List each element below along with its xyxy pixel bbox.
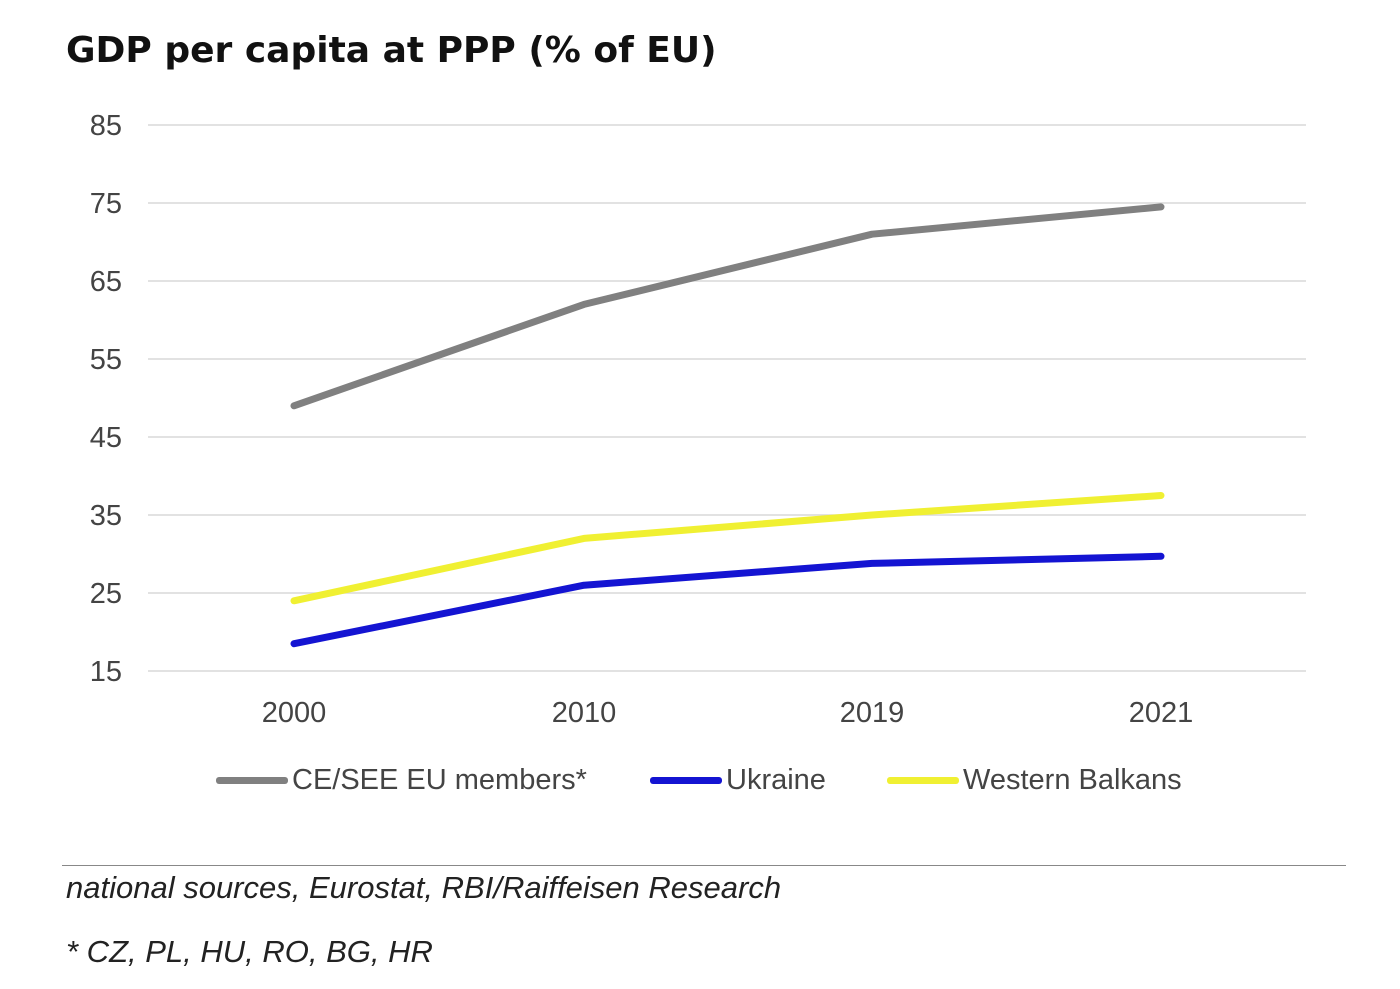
- y-axis-tick-labels: 85 75 65 55 45 35 25 15: [90, 110, 122, 688]
- y-tick-label: 35: [90, 500, 122, 532]
- footnote: * CZ, PL, HU, RO, BG, HR: [66, 934, 433, 969]
- legend-item-western-balkans: Western Balkans: [887, 760, 1182, 800]
- legend-label-western-balkans: Western Balkans: [963, 763, 1182, 796]
- line-chart: 85 75 65 55 45 35 25 15 2000 2010 2019 2021: [90, 110, 1306, 729]
- y-tick-label: 65: [90, 266, 122, 298]
- x-tick-label: 2019: [840, 697, 905, 729]
- footer-divider: [62, 865, 1346, 866]
- legend-item-ukraine: Ukraine: [650, 760, 826, 800]
- legend: CE/SEE EU members* Ukraine Western Balka…: [0, 760, 1400, 800]
- series-line-ukraine: [290, 552, 1165, 648]
- legend-label-ukraine: Ukraine: [726, 763, 826, 796]
- legend-label-ce-see: CE/SEE EU members*: [292, 763, 587, 796]
- y-tick-label: 45: [90, 422, 122, 454]
- x-axis-tick-labels: 2000 2010 2019 2021: [262, 697, 1194, 729]
- series-lines: [290, 203, 1165, 648]
- legend-swatch-ce-see: [216, 776, 288, 784]
- series-line-ce-see: [290, 203, 1165, 410]
- x-tick-label: 2010: [552, 697, 617, 729]
- y-tick-label: 25: [90, 578, 122, 610]
- gridlines: [148, 124, 1306, 672]
- y-tick-label: 85: [90, 110, 122, 142]
- y-tick-label: 75: [90, 188, 122, 220]
- chart-title: GDP per capita at PPP (% of EU): [66, 30, 717, 71]
- legend-swatch-western-balkans: [887, 776, 959, 784]
- x-tick-label: 2021: [1129, 697, 1194, 729]
- legend-swatch-ukraine: [650, 776, 722, 784]
- y-tick-label: 15: [90, 656, 122, 688]
- y-tick-label: 55: [90, 344, 122, 376]
- series-line-western-balkans: [290, 492, 1165, 605]
- legend-item-ce-see: CE/SEE EU members*: [216, 760, 587, 800]
- x-tick-label: 2000: [262, 697, 327, 729]
- source-note: national sources, Eurostat, RBI/Raiffeis…: [66, 870, 782, 905]
